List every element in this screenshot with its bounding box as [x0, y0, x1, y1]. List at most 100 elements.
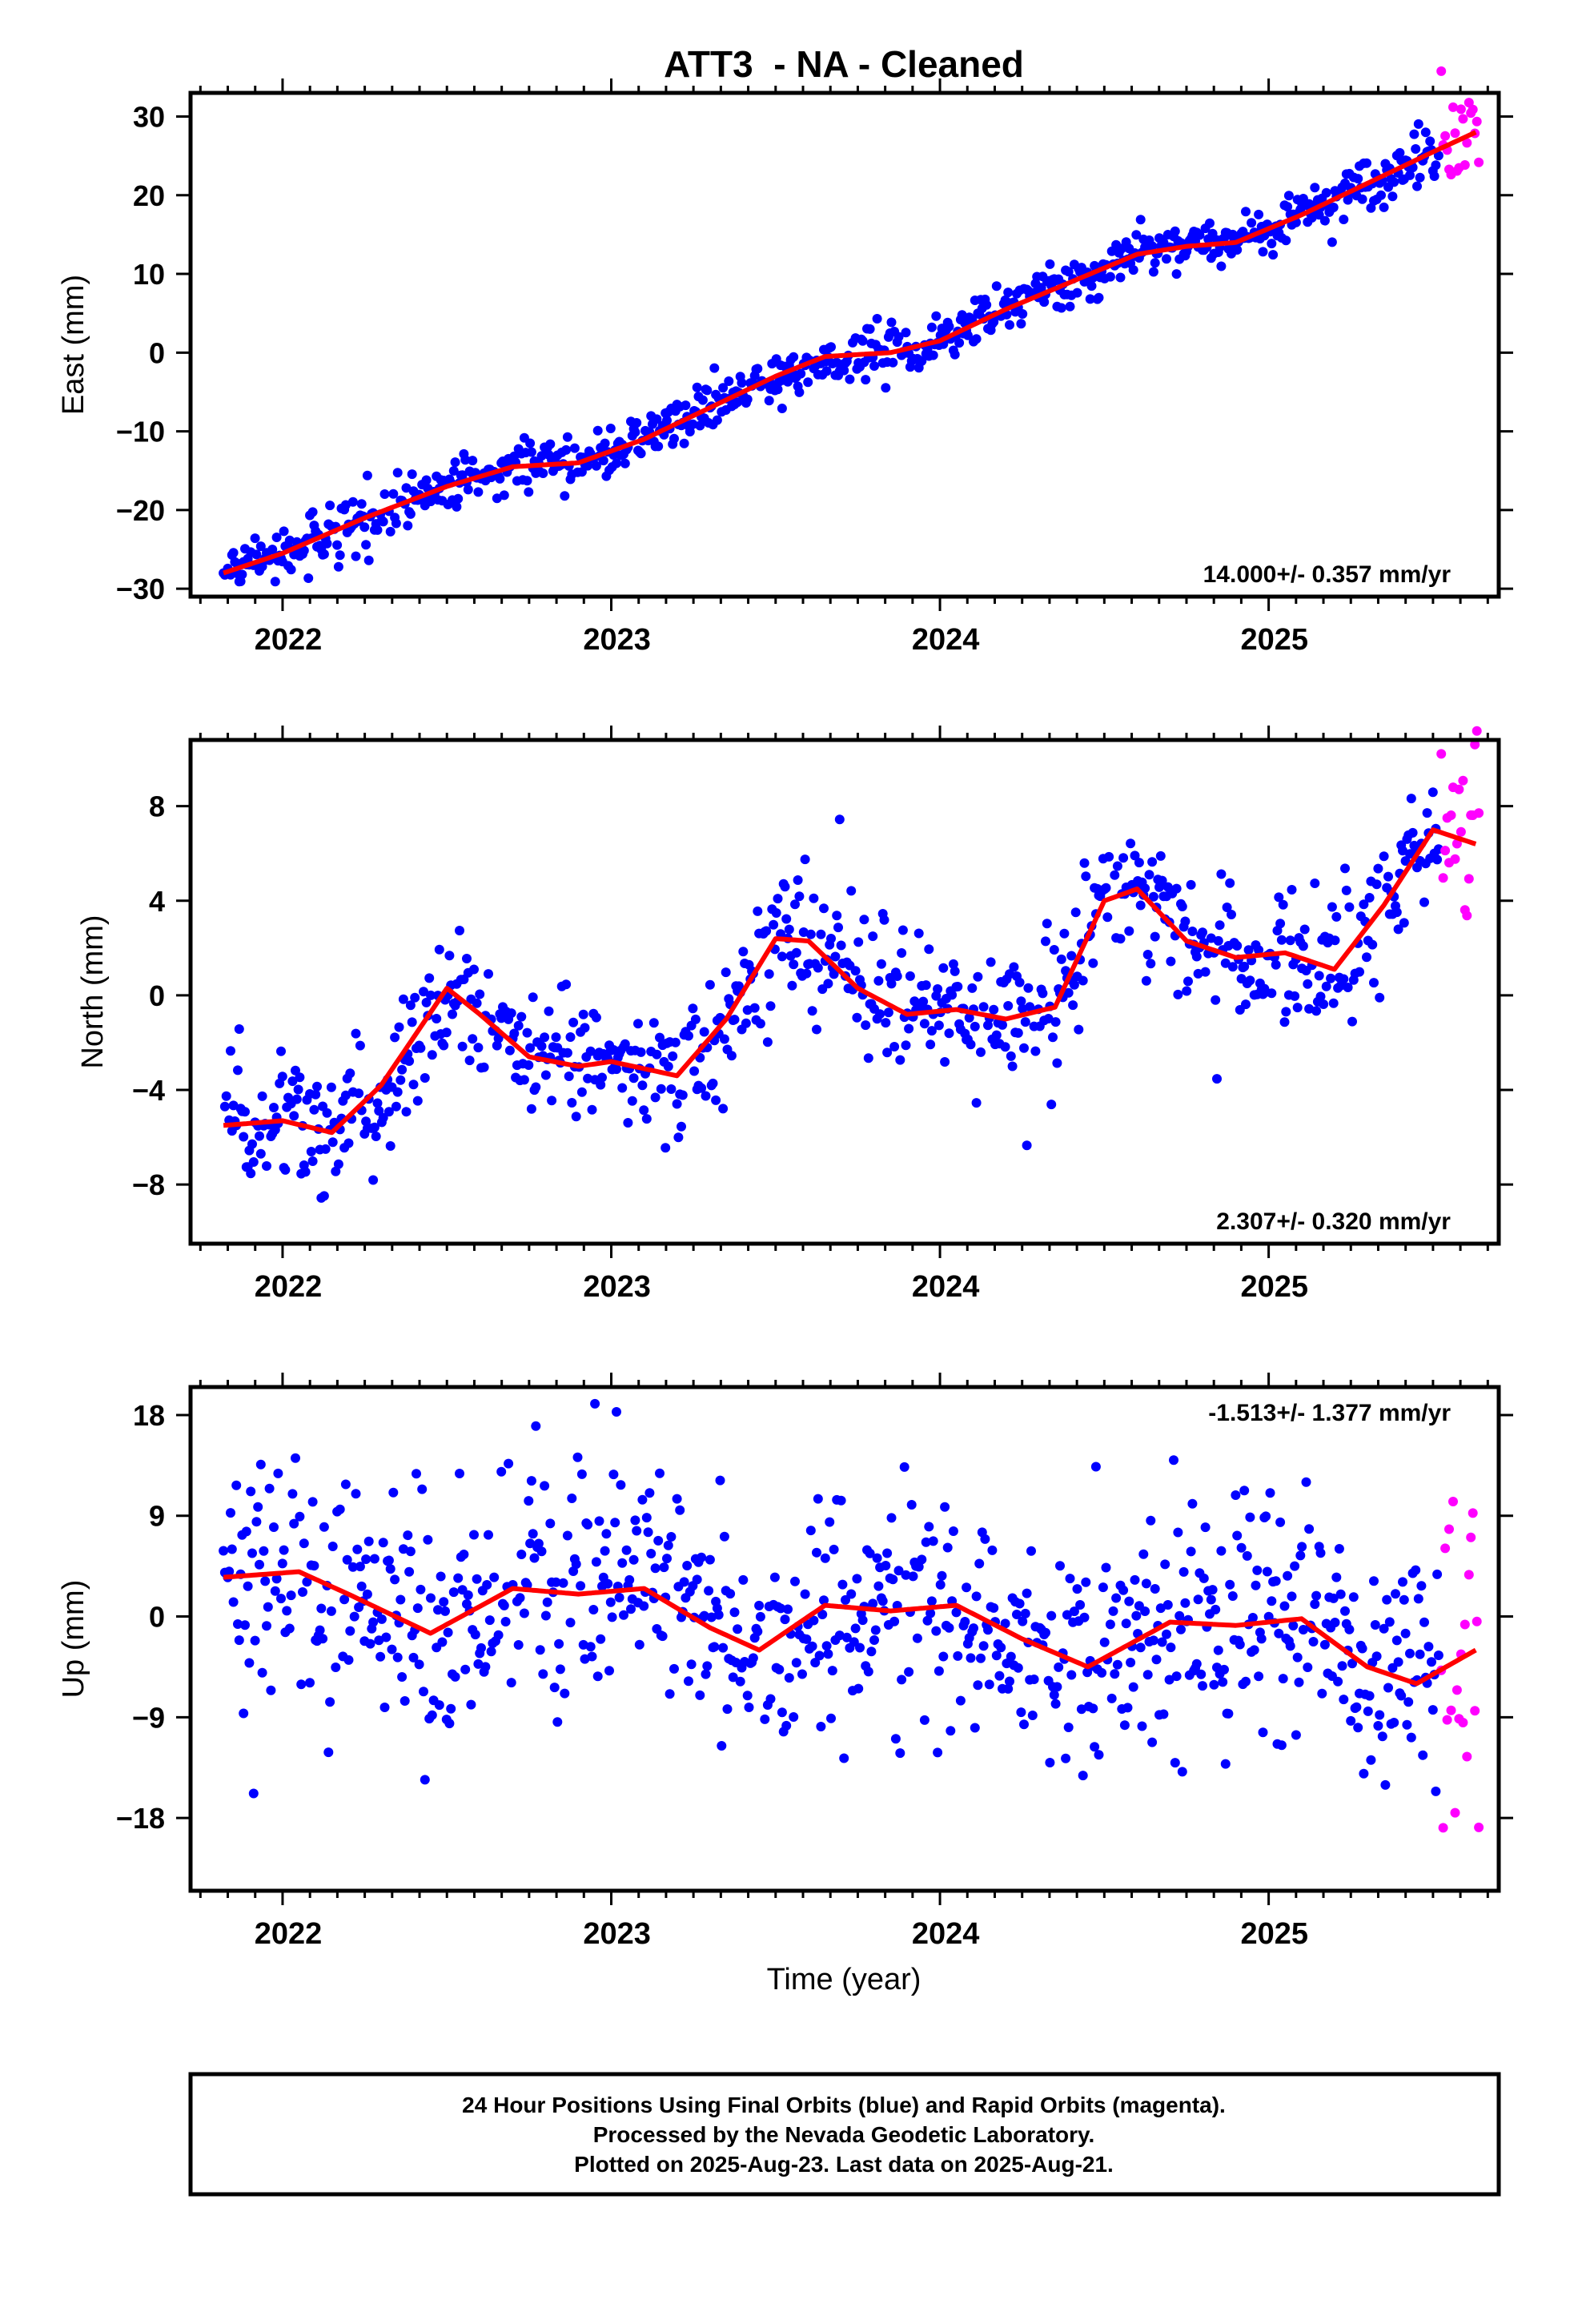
data-point [1097, 1667, 1107, 1678]
x-tick-label: 2023 [583, 1917, 651, 1951]
data-point [276, 1046, 286, 1056]
data-point [305, 1678, 315, 1688]
data-point [761, 926, 772, 936]
data-point [255, 541, 266, 552]
data-point [526, 447, 536, 457]
data-point [684, 1031, 693, 1041]
fit-line [223, 130, 1477, 576]
data-point [1056, 303, 1066, 313]
data-point [1334, 1544, 1344, 1554]
data-point [711, 1095, 721, 1105]
data-point [984, 1679, 994, 1690]
data-point [1070, 907, 1081, 918]
data-point [1389, 177, 1399, 187]
data-point [1299, 924, 1310, 935]
data-point [316, 1603, 327, 1614]
data-point [323, 1747, 334, 1758]
data-point [1438, 1823, 1448, 1833]
data-point [1177, 902, 1187, 911]
data-point [869, 1635, 879, 1645]
data-point [1055, 1561, 1065, 1571]
data-point [587, 1104, 597, 1115]
data-point [1043, 1014, 1054, 1023]
data-point [876, 959, 886, 969]
data-point [677, 1090, 688, 1100]
data-point [576, 1581, 586, 1591]
data-point [1474, 1822, 1484, 1832]
data-point [419, 1687, 428, 1697]
data-point [1355, 967, 1364, 977]
data-point [255, 1148, 266, 1159]
data-point [670, 1037, 681, 1047]
data-point [363, 555, 374, 565]
data-point [897, 1675, 907, 1685]
data-point [484, 1530, 493, 1540]
data-point [226, 1508, 235, 1518]
data-point [657, 1631, 668, 1642]
data-point [1298, 941, 1308, 951]
data-point [549, 1683, 560, 1693]
data-point [326, 1606, 336, 1616]
data-point [424, 973, 435, 983]
data-point [1223, 1708, 1234, 1719]
data-point [1254, 945, 1264, 955]
data-point [587, 1651, 597, 1662]
data-point [1431, 1786, 1441, 1796]
data-point [1412, 181, 1422, 191]
data-point [829, 969, 839, 979]
data-point [826, 934, 836, 943]
data-point [371, 1132, 381, 1141]
data-point [901, 328, 911, 338]
data-point [928, 350, 938, 360]
data-point [1005, 969, 1014, 979]
data-point [392, 468, 403, 478]
data-point [1170, 1758, 1180, 1768]
data-point [1398, 1577, 1407, 1587]
data-point [1464, 98, 1474, 108]
data-point [420, 1073, 430, 1083]
data-point [1247, 1613, 1258, 1622]
final-orbits-series [219, 119, 1443, 587]
data-point [457, 1041, 468, 1051]
data-point [259, 1546, 269, 1556]
data-point [991, 1651, 1002, 1661]
data-point [803, 377, 813, 388]
data-point [1348, 1592, 1359, 1602]
data-point [738, 1574, 749, 1585]
data-point [583, 1073, 593, 1084]
data-point [1104, 851, 1114, 862]
data-point [619, 1610, 628, 1620]
data-point [407, 469, 417, 480]
data-point [733, 397, 743, 408]
data-point [1020, 1017, 1030, 1027]
data-point [387, 1644, 397, 1655]
data-point [1379, 851, 1389, 862]
data-point [519, 1075, 529, 1085]
data-point [794, 891, 805, 902]
data-point [882, 1047, 893, 1058]
data-point [1274, 1628, 1284, 1638]
data-point [765, 1694, 776, 1704]
data-point [1303, 979, 1313, 989]
data-point [405, 1000, 416, 1011]
data-point [448, 1009, 457, 1019]
data-point [1006, 1651, 1016, 1662]
data-point [271, 1574, 282, 1584]
data-point [1452, 1685, 1462, 1695]
x-tick-label: 2025 [1240, 1270, 1308, 1304]
data-point [966, 1039, 976, 1050]
data-point [1220, 958, 1231, 968]
data-point [284, 535, 295, 545]
data-point [552, 1717, 563, 1727]
data-point [251, 1517, 262, 1527]
x-tick-label: 2022 [255, 623, 323, 657]
data-point [846, 1589, 857, 1599]
data-point [580, 1654, 590, 1664]
data-point [1357, 194, 1367, 204]
data-point [327, 1137, 338, 1148]
data-point [404, 1566, 415, 1577]
data-point [1304, 1524, 1315, 1534]
data-point [1225, 878, 1235, 888]
data-point [1415, 1649, 1425, 1659]
data-point [612, 1407, 621, 1417]
